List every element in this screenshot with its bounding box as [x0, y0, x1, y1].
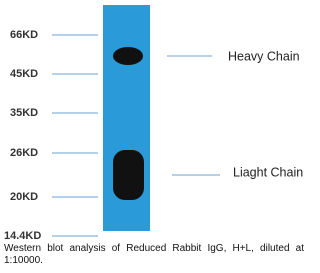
light-band: [113, 150, 144, 200]
marker-label: 66KD: [10, 29, 38, 41]
marker-label: 35KD: [10, 107, 38, 119]
figure: 66KD 45KD 35KD 26KD 20KD 14.4KD Heavy Ch…: [0, 0, 314, 273]
heavy-band: [113, 47, 143, 65]
band-label: Liaght Chain: [233, 165, 303, 179]
marker-lines: [52, 35, 98, 236]
blot: 66KD 45KD 35KD 26KD 20KD 14.4KD Heavy Ch…: [0, 0, 314, 240]
band-label: Heavy Chain: [228, 49, 300, 63]
marker-label: 14.4KD: [4, 230, 41, 240]
marker-label: 20KD: [10, 191, 38, 203]
marker-label: 45KD: [10, 68, 38, 80]
caption: Western blot analysis of Reduced Rabbit …: [4, 243, 304, 267]
marker-label: 26KD: [10, 147, 38, 159]
